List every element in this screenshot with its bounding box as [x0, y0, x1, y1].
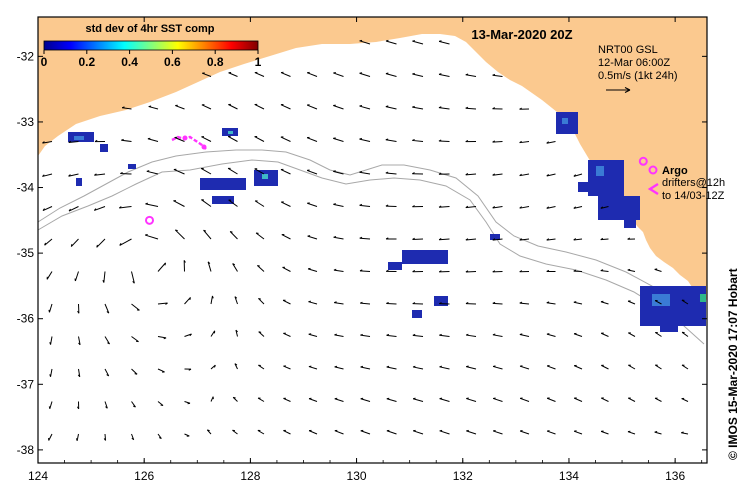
colorbar-tick-label: 0.2: [78, 55, 95, 69]
drifters-line2: to 14/03-12Z: [662, 190, 725, 202]
colorbar-tick-label: 0: [41, 55, 48, 69]
y-tick-label: -32: [17, 49, 35, 63]
sst-patch: [76, 178, 82, 186]
x-tick-label: 136: [665, 469, 685, 483]
y-tick-label: -33: [17, 115, 35, 129]
sst-patch: [700, 294, 706, 302]
colorbar-tick-label: 0.8: [207, 55, 224, 69]
sst-patch: [660, 322, 678, 332]
argo-label: Argo: [662, 165, 688, 177]
colorbar-gradient: [44, 41, 258, 50]
colorbar-tick-label: 0.6: [164, 55, 181, 69]
sst-patch: [388, 262, 402, 270]
y-tick-label: -34: [17, 181, 35, 195]
sst-patch: [624, 218, 636, 228]
y-tick-label: -37: [17, 377, 35, 391]
sst-patch: [412, 310, 422, 318]
x-tick-label: 130: [347, 469, 367, 483]
sst-patch: [200, 178, 246, 190]
sst-patch: [562, 118, 568, 124]
sst-patch: [578, 182, 588, 192]
drifters-line1: drifters@12h: [662, 177, 725, 189]
sst-patch: [434, 296, 448, 306]
sst-patch: [596, 166, 604, 176]
x-tick-label: 132: [453, 469, 473, 483]
y-tick-label: -35: [17, 246, 35, 260]
sst-patch: [588, 160, 624, 196]
sst-patch: [262, 174, 268, 179]
x-tick-label: 128: [240, 469, 260, 483]
legend-model: NRT00 GSL: [598, 44, 658, 56]
legend-speed: 0.5m/s (1kt 24h): [598, 70, 677, 82]
colorbar-tick-label: 1: [255, 55, 262, 69]
date-title: 13-Mar-2020 20Z: [471, 27, 572, 42]
sst-patch: [128, 164, 136, 169]
colorbar-title: std dev of 4hr SST comp: [86, 23, 215, 35]
sst-patch: [402, 250, 448, 264]
x-tick-label: 126: [134, 469, 154, 483]
y-tick-label: -36: [17, 312, 35, 326]
sst-patch: [640, 286, 706, 326]
colorbar-tick-label: 0.4: [121, 55, 138, 69]
credit-text: © IMOS 15-Mar-2020 17:07 Hobart: [726, 268, 740, 460]
sst-patch: [74, 136, 84, 140]
legend-time: 12-Mar 06:00Z: [598, 57, 670, 69]
sst-patch: [100, 144, 108, 152]
x-tick-label: 124: [28, 469, 48, 483]
x-tick-label: 134: [559, 469, 579, 483]
y-tick-label: -38: [17, 443, 35, 457]
sst-patch: [228, 131, 233, 134]
